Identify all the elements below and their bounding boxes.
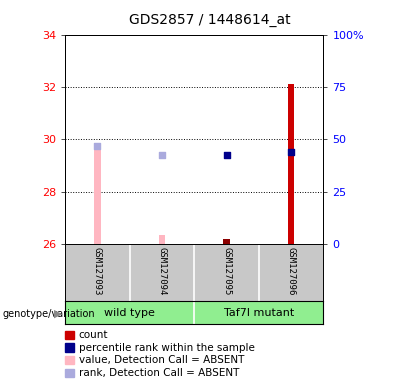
Bar xyxy=(94,144,101,244)
Text: wild type: wild type xyxy=(104,308,155,318)
Text: Taf7l mutant: Taf7l mutant xyxy=(224,308,294,318)
Bar xyxy=(288,84,294,244)
Text: GSM127096: GSM127096 xyxy=(286,247,296,296)
Point xyxy=(159,152,165,158)
Text: percentile rank within the sample: percentile rank within the sample xyxy=(79,343,255,353)
Text: GSM127093: GSM127093 xyxy=(93,247,102,296)
Bar xyxy=(223,239,230,244)
Text: ▶: ▶ xyxy=(54,309,62,319)
Point xyxy=(223,152,230,158)
Text: GDS2857 / 1448614_at: GDS2857 / 1448614_at xyxy=(129,13,291,27)
Text: count: count xyxy=(79,330,108,340)
Text: GSM127094: GSM127094 xyxy=(158,247,166,296)
Point xyxy=(288,149,294,156)
Text: GSM127095: GSM127095 xyxy=(222,247,231,296)
Text: rank, Detection Call = ABSENT: rank, Detection Call = ABSENT xyxy=(79,368,239,378)
Text: genotype/variation: genotype/variation xyxy=(2,309,95,319)
Point xyxy=(94,143,101,149)
Bar xyxy=(159,235,165,244)
Text: value, Detection Call = ABSENT: value, Detection Call = ABSENT xyxy=(79,355,244,365)
